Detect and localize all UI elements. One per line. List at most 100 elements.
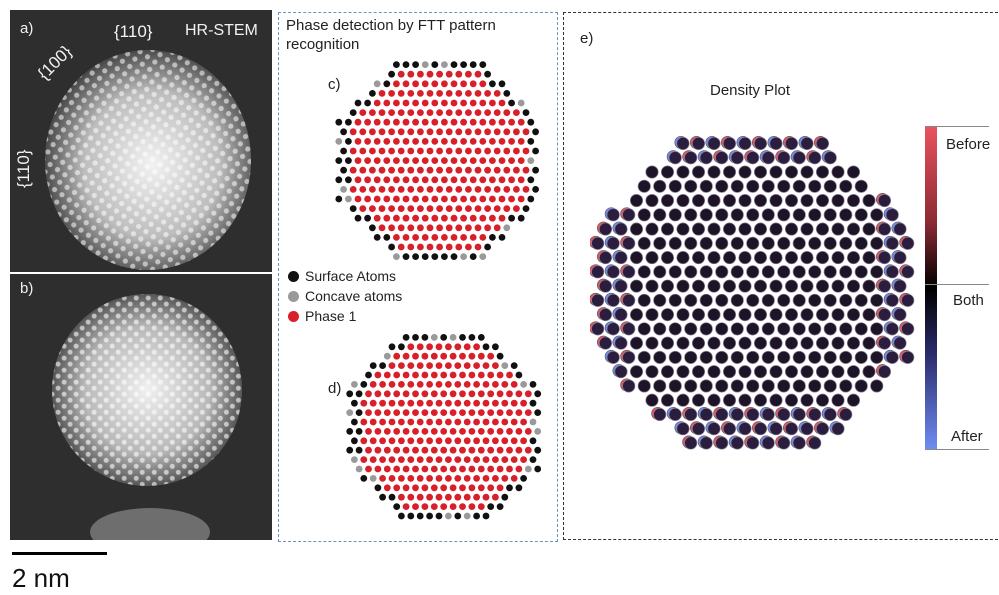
phase-map-d-atom bbox=[463, 362, 471, 369]
phase-map-c-atom bbox=[445, 166, 453, 174]
phase-map-d-atom bbox=[407, 512, 415, 520]
legend-surface-swatch bbox=[288, 271, 299, 282]
density-atom bbox=[738, 165, 752, 179]
phase-map-c-atom bbox=[460, 157, 467, 164]
density-atom bbox=[690, 421, 706, 436]
density-atom bbox=[875, 278, 892, 293]
density-atom bbox=[668, 350, 682, 364]
phase-map-d bbox=[346, 334, 542, 520]
density-atom bbox=[637, 350, 651, 364]
density-atom bbox=[668, 236, 682, 250]
density-atom bbox=[823, 379, 837, 393]
phase-map-c-atom bbox=[388, 128, 395, 136]
phase-map-c-atom bbox=[364, 157, 371, 164]
density-atom bbox=[684, 322, 698, 336]
density-atom bbox=[790, 406, 806, 422]
phase-map-d-atom bbox=[402, 503, 410, 510]
phase-map-c-atom bbox=[335, 138, 343, 145]
phase-map-d-atom bbox=[393, 371, 401, 379]
phase-map-c-atom bbox=[532, 128, 539, 136]
density-atom bbox=[684, 293, 698, 307]
density-atom bbox=[808, 379, 822, 393]
density-atom bbox=[684, 379, 698, 393]
phase-map-d-atom bbox=[440, 371, 448, 379]
density-atom bbox=[668, 293, 682, 307]
density-atom bbox=[699, 208, 713, 222]
phase-map-c-atom bbox=[388, 205, 395, 213]
phase-map-c-atom bbox=[489, 176, 496, 184]
density-atom bbox=[660, 279, 675, 293]
phase-map-d-atom bbox=[510, 381, 518, 388]
density-atom bbox=[777, 236, 791, 250]
phase-map-d-atom bbox=[346, 390, 354, 398]
phase-map-c-atom bbox=[421, 234, 429, 241]
density-atom bbox=[769, 165, 783, 179]
phase-map-c-atom bbox=[522, 109, 530, 116]
phase-map-d-atom bbox=[426, 512, 433, 520]
density-atom bbox=[653, 208, 667, 222]
phase-map-c-atom bbox=[450, 157, 458, 164]
phase-map-d-atom bbox=[534, 446, 542, 454]
phase-map-c-atom bbox=[407, 243, 415, 251]
density-atom bbox=[823, 350, 837, 364]
phase-map-d-atom bbox=[426, 343, 433, 351]
phase-map-d-atom bbox=[473, 418, 480, 426]
phase-map-c-atom bbox=[402, 253, 410, 260]
density-atom bbox=[620, 378, 636, 393]
phase-map-d-atom bbox=[510, 362, 518, 369]
density-atom bbox=[730, 236, 744, 250]
phase-map-c-atom bbox=[393, 176, 400, 184]
phase-map-d-atom bbox=[435, 475, 443, 482]
density-atom bbox=[653, 293, 667, 307]
phase-map-d-atom bbox=[407, 493, 415, 501]
phase-map-d-atom bbox=[426, 475, 433, 482]
phase-map-c-atom bbox=[383, 176, 391, 184]
phase-map-c-atom bbox=[517, 214, 525, 222]
density-atom bbox=[660, 308, 675, 322]
phase-map-d-atom bbox=[402, 371, 410, 379]
density-atom bbox=[846, 393, 861, 407]
phase-map-c-atom bbox=[465, 224, 472, 232]
phase-map-c-atom bbox=[455, 90, 463, 97]
phase-map-d-atom bbox=[534, 465, 542, 473]
phase-map-c-atom bbox=[513, 109, 520, 116]
density-atom bbox=[831, 165, 845, 179]
density-atom bbox=[839, 322, 853, 336]
phase-map-d-atom bbox=[365, 428, 372, 435]
phase-map-c-atom bbox=[469, 99, 477, 107]
density-atom bbox=[883, 292, 899, 307]
phase-map-c-atom bbox=[493, 128, 501, 136]
density-atom bbox=[792, 293, 806, 307]
density-atom bbox=[823, 208, 837, 222]
panel-c-letter: c) bbox=[328, 76, 341, 93]
density-atom bbox=[746, 379, 760, 393]
phase-map-c-atom bbox=[474, 90, 482, 97]
phase-map-d-atom bbox=[534, 428, 542, 435]
phase-map-d-atom bbox=[430, 503, 438, 510]
density-atom bbox=[713, 406, 729, 422]
phase-map-d-atom bbox=[430, 428, 438, 435]
phase-detection-box bbox=[278, 12, 558, 542]
density-atom bbox=[730, 208, 744, 222]
density-atom bbox=[800, 308, 814, 322]
phase-map-d-atom bbox=[369, 399, 377, 407]
phase-map-c-atom bbox=[441, 214, 448, 222]
phase-map-d-atom bbox=[459, 503, 466, 510]
phase-map-d-atom bbox=[449, 352, 457, 360]
density-atom bbox=[697, 435, 713, 450]
density-atom bbox=[744, 150, 760, 165]
density-atom bbox=[660, 336, 675, 350]
density-atom bbox=[722, 308, 737, 322]
phase-map-c-atom bbox=[335, 157, 343, 164]
density-atom bbox=[790, 150, 806, 165]
density-atom bbox=[738, 251, 752, 265]
phase-map-d-atom bbox=[506, 465, 513, 473]
legend-phase1-swatch bbox=[288, 311, 299, 322]
density-atom bbox=[699, 265, 713, 279]
phase-map-c-atom bbox=[532, 166, 539, 174]
density-atom bbox=[637, 293, 651, 307]
phase-map-c-atom bbox=[503, 205, 511, 213]
density-atom bbox=[738, 279, 752, 293]
phase-map-d-atom bbox=[369, 381, 377, 388]
phase-map-c-atom bbox=[354, 99, 362, 107]
